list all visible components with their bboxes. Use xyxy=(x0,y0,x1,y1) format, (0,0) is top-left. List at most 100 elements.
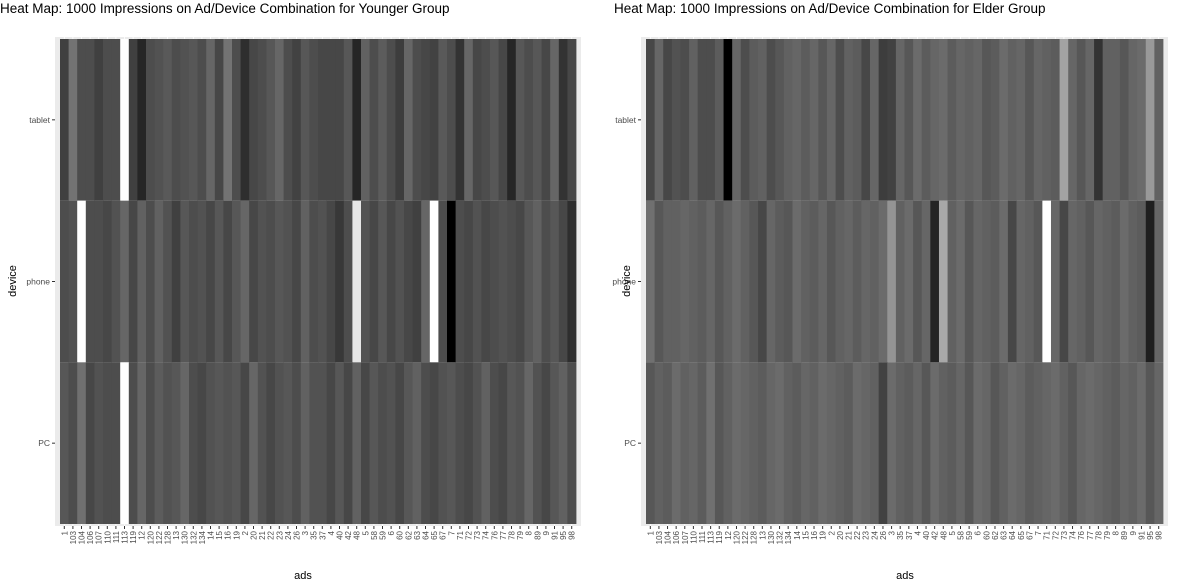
heatmap-cell-phone-103 xyxy=(654,200,664,363)
x-tick-label: 134 xyxy=(198,530,207,544)
x-tick-label: 120 xyxy=(146,530,155,544)
heatmap-cell-tablet-26 xyxy=(878,39,888,201)
heatmap-cell-phone-71 xyxy=(1042,200,1052,363)
heatmap-cell-phone-79 xyxy=(515,200,525,363)
heatmap-cell-tablet-9 xyxy=(541,39,551,201)
heatmap-cell-tablet-110 xyxy=(689,39,699,201)
heatmap-cell-PC-26 xyxy=(878,362,888,524)
heatmap-cell-PC-107 xyxy=(94,362,104,524)
heatmap-cell-phone-8 xyxy=(524,200,534,363)
heatmap-cell-PC-15 xyxy=(801,362,811,524)
x-tick-label: 22 xyxy=(267,530,276,539)
heatmap-cell-phone-26 xyxy=(878,200,888,363)
heatmap-cell-phone-42 xyxy=(343,200,353,363)
x-tick-label: 15 xyxy=(215,530,224,539)
x-axis-label: ads xyxy=(294,570,312,582)
x-tick-label: 106 xyxy=(86,530,95,544)
heatmap-cell-tablet-67 xyxy=(438,39,448,201)
heatmap-cell-tablet-24 xyxy=(870,39,880,201)
x-axis-label: ads xyxy=(896,570,914,582)
heatmap-cell-tablet-134 xyxy=(783,39,793,201)
heatmap-cell-PC-78 xyxy=(507,362,517,524)
heatmap-cell-tablet-130 xyxy=(766,39,776,201)
heatmap-cell-phone-19 xyxy=(232,200,241,363)
heatmap-cell-tablet-9 xyxy=(1128,39,1138,201)
heatmap-cell-tablet-20 xyxy=(249,39,259,201)
heatmap-cell-tablet-98 xyxy=(1154,39,1164,201)
heatmap-cell-tablet-132 xyxy=(775,39,785,201)
heatmap-cell-PC-6 xyxy=(973,362,983,524)
heatmap-cell-tablet-35 xyxy=(309,39,319,201)
heatmap-cell-PC-128 xyxy=(749,362,759,524)
heatmap-cell-PC-119 xyxy=(714,362,724,524)
x-tick-label: 63 xyxy=(413,530,422,539)
x-tick-label: 132 xyxy=(189,530,198,544)
heatmap-cell-tablet-19 xyxy=(232,39,241,201)
x-tick-label: 79 xyxy=(516,530,525,539)
heatmap-cell-tablet-111 xyxy=(697,39,707,201)
heatmap-cell-phone-42 xyxy=(930,200,940,363)
heatmap-cell-PC-89 xyxy=(1119,362,1129,524)
heatmap-cell-phone-3 xyxy=(887,200,897,363)
heatmap-cell-phone-22 xyxy=(266,200,276,363)
heatmap-cell-tablet-72 xyxy=(1050,39,1060,201)
heatmap-cell-tablet-122 xyxy=(740,39,750,201)
heatmap-cell-PC-60 xyxy=(395,362,405,524)
heatmap-cell-phone-64 xyxy=(1007,200,1017,363)
x-tick-label: 19 xyxy=(232,530,241,539)
x-tick-label: 23 xyxy=(862,530,871,539)
heatmap-cell-tablet-62 xyxy=(990,39,1000,201)
heatmap-cell-tablet-23 xyxy=(275,39,284,201)
heatmap-cell-phone-89 xyxy=(1119,200,1129,363)
x-tick-label: 119 xyxy=(715,530,724,543)
heatmap-cell-phone-95 xyxy=(1145,200,1155,363)
heatmap-cell-tablet-48 xyxy=(938,39,948,201)
x-tick-label: 37 xyxy=(905,530,914,539)
x-tick-label: 65 xyxy=(1017,530,1026,539)
heatmap-cell-tablet-128 xyxy=(163,39,173,201)
x-tick-label: 107 xyxy=(681,530,690,544)
y-tick-label: PC xyxy=(38,438,50,448)
heatmap-cell-tablet-2 xyxy=(826,39,836,201)
x-tick-label: 111 xyxy=(698,530,707,543)
heatmap-cell-phone-62 xyxy=(990,200,1000,363)
heatmap-cell-PC-62 xyxy=(404,362,413,524)
x-tick-label: 89 xyxy=(1120,530,1129,539)
x-tick-label: 35 xyxy=(310,530,319,539)
x-tick-label: 9 xyxy=(1129,530,1138,535)
chart-title: Heat Map: 1000 Impressions on Ad/Device … xyxy=(0,1,450,16)
heatmap-cell-phone-2 xyxy=(826,200,836,363)
heatmap-cell-phone-26 xyxy=(292,200,302,363)
heatmap-cell-PC-7 xyxy=(447,362,456,524)
heatmap-cell-phone-98 xyxy=(1154,200,1164,363)
x-tick-label: 132 xyxy=(776,530,785,544)
heatmap-cell-tablet-37 xyxy=(904,39,914,201)
heatmap-cell-phone-120 xyxy=(732,200,742,363)
heatmap-cell-PC-26 xyxy=(292,362,302,524)
heatmap-cell-phone-6 xyxy=(386,200,396,363)
heatmap-cell-PC-64 xyxy=(1007,362,1017,524)
heatmap-cell-tablet-8 xyxy=(1111,39,1121,201)
x-tick-label: 2 xyxy=(241,530,250,535)
heatmap-cell-phone-77 xyxy=(498,200,508,363)
heatmap-cell-tablet-20 xyxy=(835,39,845,201)
x-tick-label: 35 xyxy=(896,530,905,539)
heatmap-cell-phone-20 xyxy=(249,200,259,363)
heatmap-cell-tablet-5 xyxy=(947,39,957,201)
heatmap-cell-tablet-1 xyxy=(60,39,69,201)
heatmap-cell-phone-119 xyxy=(714,200,724,363)
heatmap-cell-phone-128 xyxy=(163,200,173,363)
heatmap-cell-phone-63 xyxy=(999,200,1009,363)
x-tick-label: 8 xyxy=(525,530,534,535)
x-tick-label: 67 xyxy=(1025,530,1034,539)
x-tick-label: 59 xyxy=(379,530,388,539)
heatmap-cell-phone-78 xyxy=(507,200,517,363)
heatmap-cell-phone-104 xyxy=(663,200,673,363)
heatmap-cell-PC-21 xyxy=(844,362,854,524)
heatmap-cell-tablet-119 xyxy=(128,39,138,201)
heatmap-cell-tablet-12 xyxy=(723,39,733,201)
heatmap-cell-tablet-65 xyxy=(429,39,439,201)
heatmap-cell-tablet-6 xyxy=(973,39,983,201)
heatmap-cell-tablet-16 xyxy=(223,39,233,201)
x-tick-label: 64 xyxy=(1008,530,1017,539)
